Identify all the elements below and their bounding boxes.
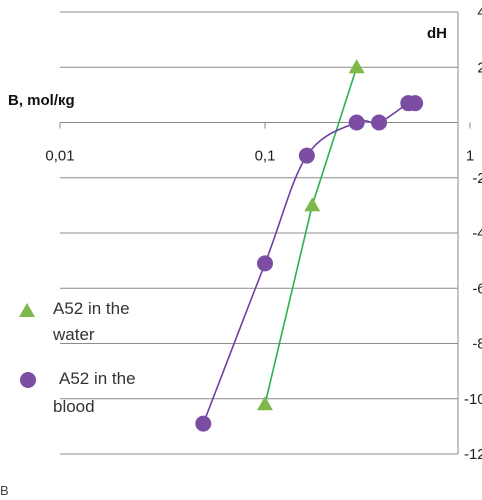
blood-data-point [298, 147, 315, 164]
x-tick-label: 1 [466, 148, 474, 165]
blood-data-point [407, 95, 424, 112]
blood-data-point [348, 114, 365, 131]
blood-data-point [257, 255, 273, 272]
legend-circle-marker [20, 372, 36, 388]
water-data-point [348, 59, 365, 74]
axes [60, 12, 459, 454]
legend-label-water-line1: A52 in the [53, 299, 130, 318]
legend-item-water: A52 in the water [19, 299, 130, 344]
legend-triangle-marker [19, 303, 35, 317]
y-tick-label: -60 [472, 280, 482, 297]
blood-data-point [195, 415, 212, 432]
water-data-point [257, 396, 273, 411]
legend-item-blood: A52 in the blood [20, 369, 136, 416]
legend-label-water-line2: water [52, 325, 95, 344]
y-tick-label: -80 [472, 336, 482, 353]
legend-label-blood-line1: A52 in the [59, 369, 136, 388]
series-markers [195, 59, 424, 432]
gridlines [60, 11, 458, 455]
legend: A52 in the water A52 in the blood [19, 299, 136, 416]
y-tick-label: -100 [464, 391, 482, 408]
y-tick-label: -120 [464, 446, 482, 463]
y-tick-label: 20 [477, 59, 482, 76]
legend-label-blood-line2: blood [53, 397, 95, 416]
y-tick-label: 40 [477, 4, 482, 21]
y-tick-labels: 40200-20-40-60-80-100-120 [464, 4, 482, 463]
x-tick-labels: 0,01 0,1 1 [45, 122, 474, 165]
y-tick-label: -40 [472, 225, 482, 242]
x-tick-label: 0,01 [45, 148, 74, 165]
y-tick-label: -20 [472, 170, 482, 187]
y-axis-title: dH [427, 25, 447, 42]
blood-data-point [371, 114, 388, 131]
series-line-water [264, 67, 358, 405]
x-tick-label: 0,1 [255, 148, 276, 165]
x-axis-title: B, mol/кg [8, 92, 75, 109]
water-data-point [304, 197, 321, 212]
corner-label: B [0, 483, 9, 498]
